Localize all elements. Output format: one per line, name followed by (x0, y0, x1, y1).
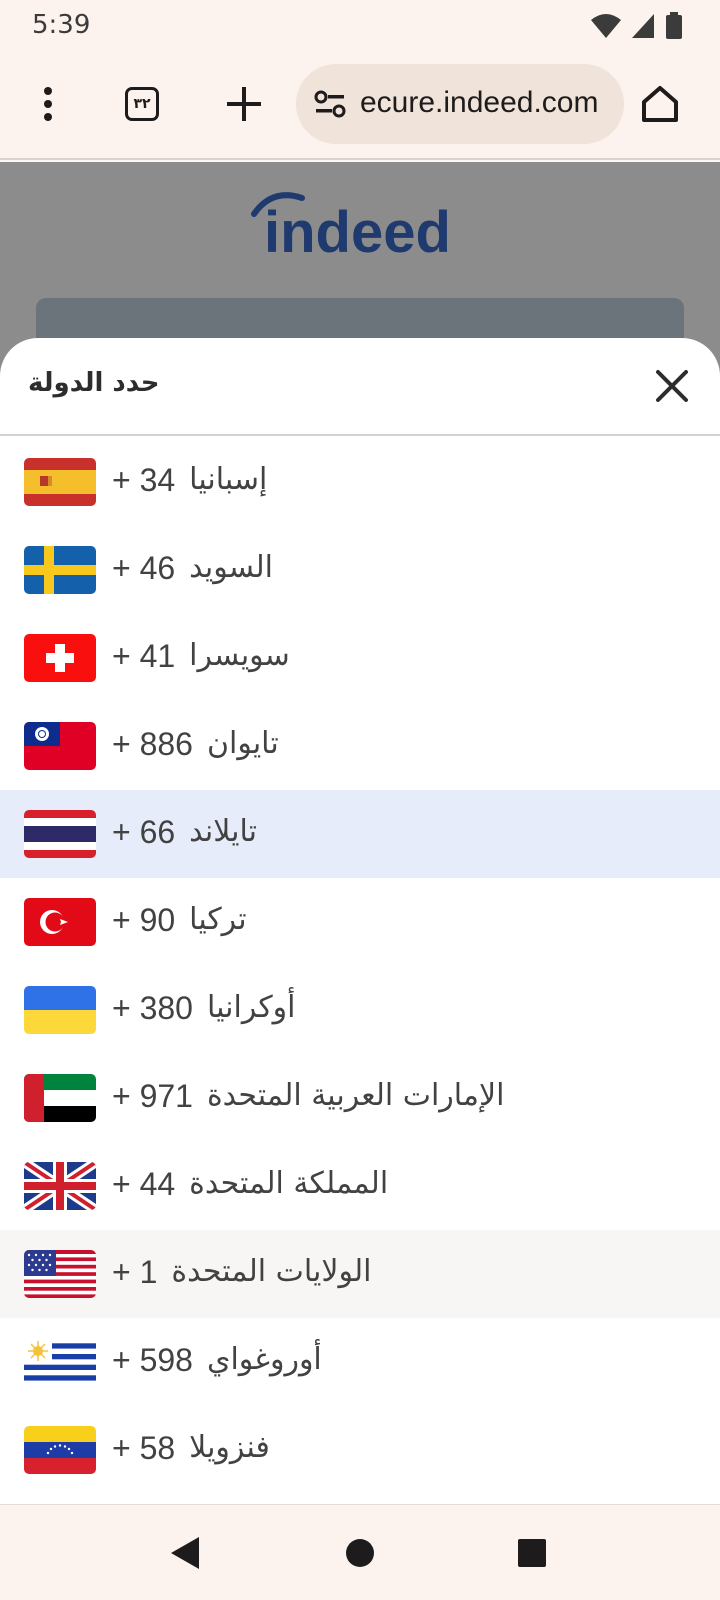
usa-flag-icon (24, 1250, 96, 1298)
country-name: فنزويلا (189, 1430, 270, 1465)
battery-icon (666, 12, 682, 39)
country-dial-code: + 971 (112, 1078, 193, 1114)
country-row-ukraine[interactable]: أوكرانيا + 380 (0, 966, 720, 1054)
country-dial-code: + 44 (112, 1166, 176, 1202)
spain-flag-icon (24, 458, 96, 506)
status-time: 5:39 (32, 10, 91, 40)
country-row-turkey[interactable]: تركيا + 90 (0, 878, 720, 966)
sweden-flag-icon (24, 546, 96, 594)
country-name: السويد (189, 550, 274, 585)
country-row-thailand[interactable]: تايلاند + 66 (0, 790, 720, 878)
country-row-uk[interactable]: المملكة المتحدة + 44 (0, 1142, 720, 1230)
country-list: إسبانيا + 34 السويد + 46 سويسرا + 41 (0, 438, 720, 1494)
country-name: الولايات المتحدة (171, 1254, 372, 1289)
switzerland-flag-icon (24, 634, 96, 682)
country-row-taiwan[interactable]: تايوان + 886 (0, 702, 720, 790)
country-name: أوكرانيا (206, 990, 296, 1025)
ukraine-flag-icon (24, 986, 96, 1034)
country-name: الإمارات العربية المتحدة (206, 1078, 505, 1113)
country-row-usa[interactable]: الولايات المتحدة + 1 (0, 1230, 720, 1318)
country-name: تركيا (189, 902, 247, 937)
browser-toolbar: ٣٢ ecure.indeed.com (0, 52, 720, 160)
country-name: إسبانيا (189, 462, 268, 497)
signal-icon (632, 14, 657, 38)
url-text: ecure.indeed.com (360, 86, 599, 119)
back-button[interactable] (164, 1533, 204, 1573)
close-icon (656, 370, 688, 402)
wifi-icon (591, 14, 621, 38)
country-dial-code: + 598 (112, 1342, 193, 1378)
home-button[interactable] (630, 74, 690, 134)
venezuela-flag-icon (24, 1426, 96, 1474)
country-dial-code: + 380 (112, 990, 193, 1026)
tab-count: ٣٢ (125, 87, 159, 121)
sheet-header: حدد الدولة (0, 338, 720, 436)
country-name: المملكة المتحدة (189, 1166, 389, 1201)
recents-button[interactable] (512, 1533, 552, 1573)
address-bar[interactable]: ecure.indeed.com (296, 64, 624, 144)
uruguay-flag-icon (24, 1338, 96, 1386)
country-dial-code: + 41 (112, 638, 176, 674)
country-name: تايوان (206, 726, 279, 761)
home-nav-button[interactable] (340, 1533, 380, 1573)
system-nav-bar (0, 1504, 720, 1600)
status-icons (590, 12, 682, 40)
country-row-venezuela[interactable]: فنزويلا + 58 (0, 1406, 720, 1494)
country-dial-code: + 90 (112, 902, 176, 938)
country-dial-code: + 66 (112, 814, 176, 850)
country-row-sweden[interactable]: السويد + 46 (0, 526, 720, 614)
status-bar: 5:39 (0, 0, 720, 52)
more-vert-icon (44, 87, 52, 121)
tab-switcher-button[interactable]: ٣٢ (112, 74, 172, 134)
new-tab-button[interactable] (214, 74, 274, 134)
thailand-flag-icon (24, 810, 96, 858)
country-name: سويسرا (189, 638, 290, 673)
uae-flag-icon (24, 1074, 96, 1122)
back-triangle-icon (171, 1537, 199, 1569)
close-button[interactable] (652, 366, 692, 406)
country-name: تايلاند (189, 814, 258, 849)
country-row-spain[interactable]: إسبانيا + 34 (0, 438, 720, 526)
turkey-flag-icon (24, 898, 96, 946)
country-dial-code: + 886 (112, 726, 193, 762)
country-picker-sheet: حدد الدولة إسبانيا + 34 السويد + 46 (0, 338, 720, 1504)
home-circle-icon (346, 1539, 374, 1567)
country-dial-code: + 58 (112, 1430, 176, 1466)
country-dial-code: + 46 (112, 550, 176, 586)
plus-icon (227, 87, 261, 121)
site-settings-icon (314, 90, 346, 118)
menu-button[interactable] (18, 74, 78, 134)
country-row-switzerland[interactable]: سويسرا + 41 (0, 614, 720, 702)
uk-flag-icon (24, 1162, 96, 1210)
country-row-uruguay[interactable]: أوروغواي + 598 (0, 1318, 720, 1406)
country-dial-code: + 34 (112, 462, 176, 498)
home-icon (642, 86, 678, 122)
country-row-uae[interactable]: الإمارات العربية المتحدة + 971 (0, 1054, 720, 1142)
sheet-title: حدد الدولة (28, 368, 160, 398)
taiwan-flag-icon (24, 722, 96, 770)
indeed-logo-text: indeed (264, 200, 451, 262)
country-dial-code: + 1 (112, 1254, 158, 1290)
recents-square-icon (518, 1539, 546, 1567)
country-name: أوروغواي (206, 1342, 322, 1377)
indeed-logo: indeed (251, 192, 451, 262)
